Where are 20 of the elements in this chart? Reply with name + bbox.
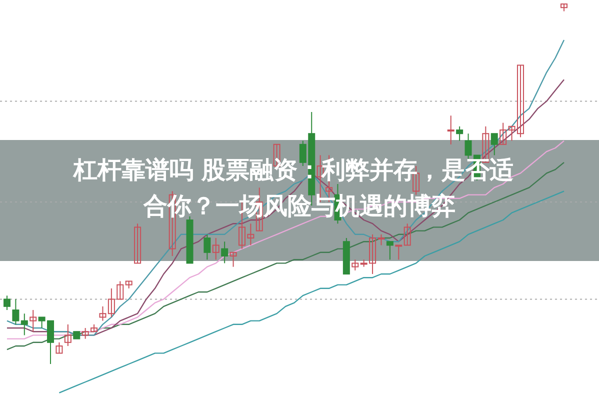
candlestick [404,223,411,246]
candlestick [99,306,106,322]
candlestick [4,295,10,310]
candlestick [500,122,507,145]
candlestick [134,223,142,264]
candlestick [352,259,359,271]
candlestick [204,234,211,260]
candlestick [12,298,20,325]
candlestick [212,238,220,260]
candlestick [230,252,237,268]
candlestick [221,241,228,264]
candlestick [56,342,63,354]
candlestick [386,241,394,260]
candlestick [64,324,72,346]
candlestick [395,244,402,260]
candlestick [447,115,454,145]
candlestick [490,133,498,156]
candlestick [20,313,28,336]
candlestick [30,310,37,332]
candlestick [456,126,464,142]
